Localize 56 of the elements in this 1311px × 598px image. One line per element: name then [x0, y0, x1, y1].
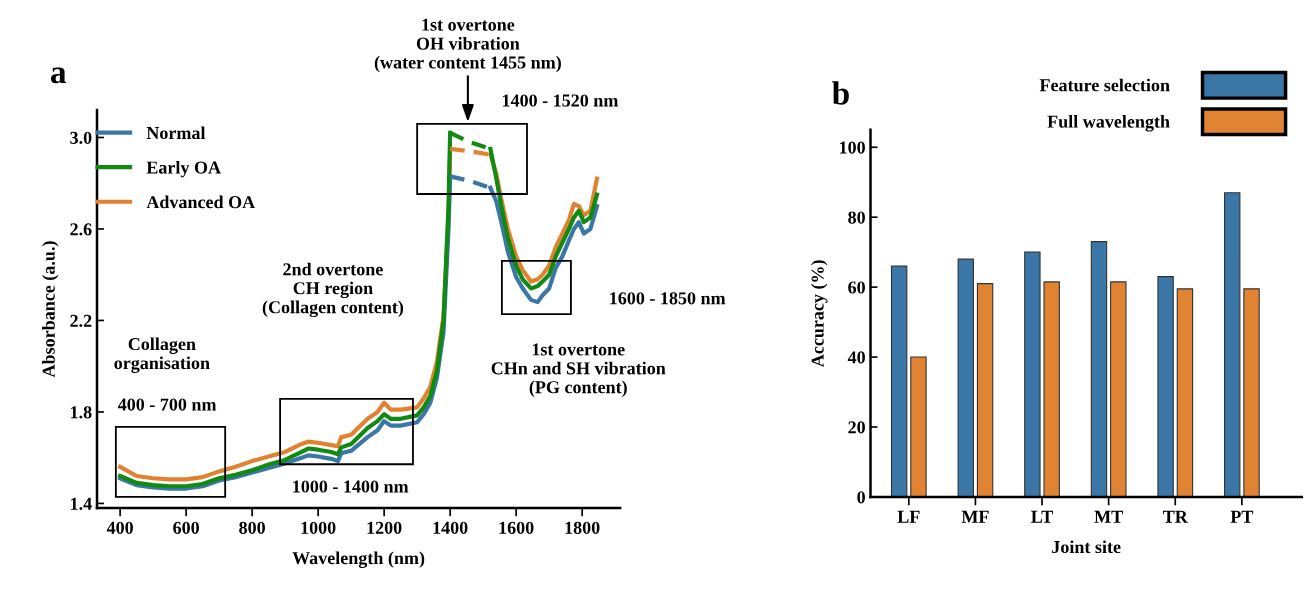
y-tick-label: 2.6 [70, 223, 92, 236]
x-tick-label: PT [1230, 510, 1254, 523]
text: 1st overtone OH vibration (water content 1455 nm) [374, 18, 561, 73]
bar [1043, 281, 1060, 497]
x-tick-label: 1800 [565, 521, 600, 534]
bar [1243, 288, 1260, 497]
chart-title: a [51, 67, 67, 84]
annotation: 2nd overtone CH region (Collagen content) [262, 262, 404, 318]
annotation: Collagen organisation [114, 337, 210, 373]
legend-label: Early OA [146, 160, 221, 178]
bar [1024, 251, 1041, 497]
y-tick-label: 40 [847, 351, 865, 364]
bar [957, 258, 974, 497]
y-tick-label: 1.8 [71, 406, 92, 419]
bar [910, 356, 927, 497]
y-tick-label: 1.4 [71, 497, 92, 510]
y-tick-label: 2.2 [70, 314, 92, 327]
legend-label: Normal [146, 126, 206, 140]
legend-label: Full wavelength [1047, 115, 1170, 132]
y-axis-title: Absorbance (a.u.) [42, 241, 59, 378]
bar [976, 283, 994, 497]
chart-title: b [832, 81, 849, 105]
bar [1176, 288, 1194, 497]
bar [1223, 192, 1241, 497]
x-axis-title: Wavelength (nm) [292, 551, 425, 568]
x-tick-label: LF [897, 510, 920, 523]
x-tick-label: 800 [239, 521, 265, 534]
x-tick-label: LT [1031, 510, 1053, 523]
bar [1110, 281, 1127, 497]
x-axis-title: Joint site [1052, 540, 1121, 554]
x-tick-label: 1600 [499, 521, 534, 534]
x-tick-label: MT [1094, 510, 1123, 523]
y-axis-title: Accuracy (%) [811, 260, 828, 368]
y-tick-label: 80 [848, 211, 865, 224]
text: 1400 - 1520 nm [502, 94, 619, 107]
annotation: 1600 - 1850 nm [610, 292, 726, 305]
bar [1090, 241, 1108, 497]
bar [1157, 276, 1174, 497]
x-tick-label: 1400 [433, 521, 468, 534]
x-tick-label: MF [961, 510, 989, 523]
annotation: 400 - 700 nm [117, 398, 217, 411]
legend-label: Feature selection [1039, 78, 1170, 92]
x-tick-label: TR [1163, 510, 1188, 523]
bar [890, 265, 908, 497]
y-tick-label: 100 [840, 141, 865, 154]
y-tick-label: 0 [857, 491, 865, 504]
annotation: 1000 - 1400 nm [293, 480, 409, 493]
y-tick-label: 60 [848, 281, 865, 294]
x-tick-label: 1200 [367, 521, 402, 534]
legend-label: Advanced OA [146, 195, 256, 209]
x-tick-label: 600 [173, 521, 199, 534]
x-tick-label: 400 [106, 521, 133, 534]
y-tick-label: 3.0 [70, 131, 92, 144]
x-tick-label: 1000 [301, 521, 336, 534]
y-tick-label: 20 [848, 421, 865, 434]
annotation: 1st overtone CHn and SH vibration (PG content) [491, 343, 666, 397]
